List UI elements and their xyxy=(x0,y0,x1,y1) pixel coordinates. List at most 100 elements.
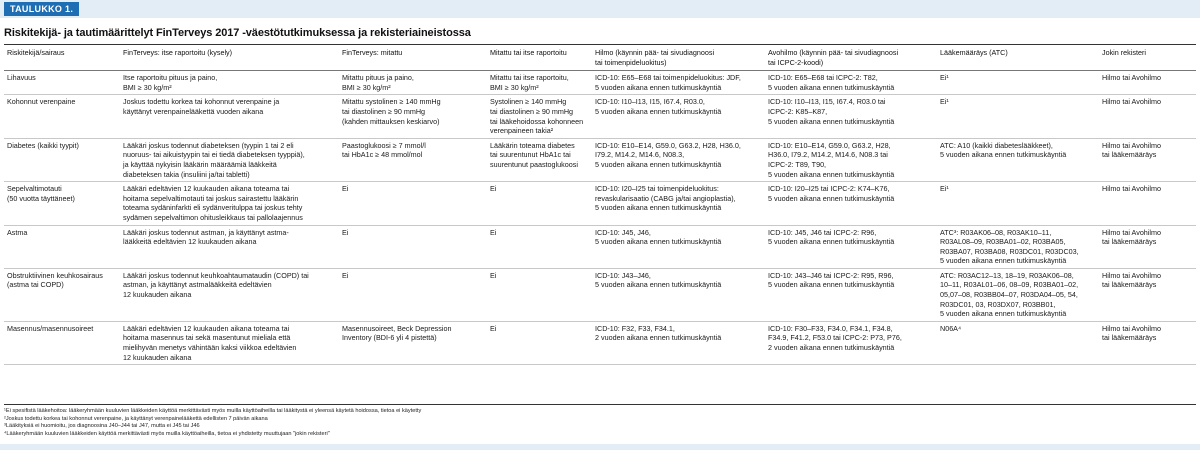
table-cell: Masennus/masennusoireet xyxy=(4,321,120,366)
cell-text: ATC³: R03AK06–08, R03AK10–11, R03AL08–09… xyxy=(940,227,1079,266)
column-header-text: Hilmo (käynnin pää- tai sivudiagnoosi ta… xyxy=(595,48,715,67)
column-header: Mitattu tai itse raportoitu xyxy=(487,43,592,72)
table-cell: Itse raportoitu pituus ja paino, BMI ≥ 3… xyxy=(120,70,339,96)
cell-text: ICD-10: I20–I25 tai toimenpideluokitus: … xyxy=(595,184,736,213)
cell-text: Hilmo tai Avohilmo xyxy=(1102,73,1161,83)
cell-text: ICD-10: J43–J46, 5 vuoden aikana ennen t… xyxy=(595,270,722,290)
table-cell: Lääkäri joskus todennut keuhkoahtaumatau… xyxy=(120,268,339,322)
cell-text: Hilmo tai Avohilmo xyxy=(1102,184,1161,194)
cell-text: Ei xyxy=(490,227,497,237)
table-cell: Ei xyxy=(487,225,592,269)
column-header: Jokin rekisteri xyxy=(1099,43,1196,72)
table-cell: Obstruktiivinen keuhkosairaus (astma tai… xyxy=(4,268,120,322)
table-row: Obstruktiivinen keuhkosairaus (astma tai… xyxy=(4,268,1196,322)
table-cell: Lääkäri joskus todennut diabeteksen (tyy… xyxy=(120,138,339,183)
cell-text: Astma xyxy=(7,227,28,237)
cell-text: Mitattu pituus ja paino, BMI ≥ 30 kg/m² xyxy=(342,73,414,92)
cell-text: Ei xyxy=(342,184,349,194)
cell-text: Lääkäri edeltävien 12 kuukauden aikana t… xyxy=(123,184,303,222)
table-cell: ATC: R03AC12–13, 18–19, R03AK06–08, 10–1… xyxy=(937,268,1099,322)
table-header-row: Riskitekijä/sairaus FinTerveys: itse rap… xyxy=(4,43,1196,72)
table-title: Riskitekijä- ja tautimäärittelyt FinTerv… xyxy=(4,27,471,39)
table-cell: Ei xyxy=(487,321,592,366)
table-row: Sepelvaltimotauti (50 vuotta täyttäneet)… xyxy=(4,181,1196,226)
cell-text: Hilmo tai Avohilmo tai lääkemääräys xyxy=(1102,227,1161,247)
table-cell: Kohonnut verenpaine xyxy=(4,94,120,139)
cell-text: Diabetes (kaikki tyypit) xyxy=(7,140,79,150)
column-header: Hilmo (käynnin pää- tai sivudiagnoosi ta… xyxy=(592,43,765,72)
cell-text: Hilmo tai Avohilmo tai lääkemääräys xyxy=(1102,140,1161,160)
cell-text: ICD-10: F30–F33, F34.0, F34.1, F34.8, F3… xyxy=(768,323,902,353)
table-cell: Diabetes (kaikki tyypit) xyxy=(4,138,120,183)
table-cell: ATC: A10 (kaikki diabeteslääkkeet), 5 vu… xyxy=(937,138,1099,183)
table-cell: ICD-10: E10–E14, G59.0, G63.2, H28, H36.… xyxy=(765,138,937,183)
footnote: ²Joskus todettu korkea tai kohonnut vere… xyxy=(4,415,268,422)
table-cell: Ei¹ xyxy=(937,94,1099,139)
column-header: FinTerveys: mitattu xyxy=(339,43,487,72)
table-cell: ICD-10: I20–I25 tai ICPC-2: K74–K76, 5 v… xyxy=(765,181,937,226)
cell-text: Lääkäri edeltävien 12 kuukauden aikana t… xyxy=(123,323,297,362)
table-cell: Ei¹ xyxy=(937,70,1099,96)
cell-text: Ei¹ xyxy=(940,97,949,107)
cell-text: Masennusoireet, Beck Depression Inventor… xyxy=(342,323,452,343)
table-cell: ICD-10: F32, F33, F34.1, 2 vuoden aikana… xyxy=(592,321,765,366)
table-cell: Hilmo tai Avohilmo xyxy=(1099,181,1196,226)
cell-text: ICD-10: E10–E14, G59.0, G63.2, H28, H36.… xyxy=(595,140,741,169)
table-row: Lihavuus Itse raportoitu pituus ja paino… xyxy=(4,70,1196,96)
cell-text: ICD-10: E65–E68 tai ICPC-2: T82, 5 vuode… xyxy=(768,73,895,92)
cell-text: ICD-10: F32, F33, F34.1, 2 vuoden aikana… xyxy=(595,323,722,343)
cell-text: ICD-10: J43–J46 tai ICPC-2: R95, R96, 5 … xyxy=(768,270,895,290)
table-cell: ICD-10: J43–J46 tai ICPC-2: R95, R96, 5 … xyxy=(765,268,937,322)
table-cell: Ei xyxy=(339,225,487,269)
cell-text: Hilmo tai Avohilmo tai lääkemääräys xyxy=(1102,270,1161,290)
cell-text: ICD-10: I10–I13, I15, I67.4, R03.0, 5 vu… xyxy=(595,97,722,116)
table-cell: Systolinen ≥ 140 mmHg tai diastolinen ≥ … xyxy=(487,94,592,139)
table-cell: Lihavuus xyxy=(4,70,120,96)
cell-text: Ei xyxy=(342,270,349,280)
cell-text: Itse raportoitu pituus ja paino, BMI ≥ 3… xyxy=(123,73,218,92)
cell-text: ICD-10: E10–E14, G59.0, G63.2, H28, H36.… xyxy=(768,140,895,179)
table-cell: Joskus todettu korkea tai kohonnut veren… xyxy=(120,94,339,139)
table-cell: Ei xyxy=(487,268,592,322)
table-cell: ICD-10: E65–E68 tai ICPC-2: T82, 5 vuode… xyxy=(765,70,937,96)
risk-factor-table: Riskitekijä/sairaus FinTerveys: itse rap… xyxy=(4,43,1196,366)
column-header-text: Avohilmo (käynnin pää- tai sivudiagnoosi… xyxy=(768,48,899,67)
cell-text: Hilmo tai Avohilmo xyxy=(1102,97,1161,107)
cell-text: ICD-10: I20–I25 tai ICPC-2: K74–K76, 5 v… xyxy=(768,184,895,203)
table-cell: ICD-10: E10–E14, G59.0, G63.2, H28, H36.… xyxy=(592,138,765,183)
table-cell: Lääkäri joskus todennut astman, ja käytt… xyxy=(120,225,339,269)
cell-text: ICD-10: J45, J46 tai ICPC-2: R96, 5 vuod… xyxy=(768,227,895,247)
table-number-tab: TAULUKKO 1. xyxy=(4,2,80,16)
table-cell: ICD-10: E65–E68 tai toimenpideluokitus: … xyxy=(592,70,765,96)
table-cell: Ei xyxy=(487,181,592,226)
table-cell: ICD-10: J45, J46 tai ICPC-2: R96, 5 vuod… xyxy=(765,225,937,269)
table-cell: Ei¹ xyxy=(937,181,1099,226)
table-row: Masennus/masennusoireet Lääkäri edeltävi… xyxy=(4,321,1196,366)
table-cell: N06A⁴ xyxy=(937,321,1099,366)
table-cell: Lääkärin toteama diabetes tai suurentunu… xyxy=(487,138,592,183)
table-cell: Lääkäri edeltävien 12 kuukauden aikana t… xyxy=(120,181,339,226)
cell-text: ATC: A10 (kaikki diabeteslääkkeet), 5 vu… xyxy=(940,140,1067,160)
cell-text: Ei¹ xyxy=(940,184,949,194)
table-cell: ICD-10: J43–J46, 5 vuoden aikana ennen t… xyxy=(592,268,765,322)
column-header: FinTerveys: itse raportoitu (kysely) xyxy=(120,43,339,72)
cell-text: Kohonnut verenpaine xyxy=(7,97,76,107)
cell-text: Ei¹ xyxy=(940,73,949,83)
table-cell: Ei xyxy=(339,268,487,322)
table-row: Kohonnut verenpaine Joskus todettu korke… xyxy=(4,94,1196,139)
cell-text: Hilmo tai Avohilmo tai lääkemääräys xyxy=(1102,323,1161,343)
cell-text: Mitattu tai itse raportoitu, BMI ≥ 30 kg… xyxy=(490,73,569,92)
cell-text: Sepelvaltimotauti (50 vuotta täyttäneet) xyxy=(7,184,75,203)
cell-text: Masennus/masennusoireet xyxy=(7,323,94,333)
table-cell: Paastoglukoosi ≥ 7 mmol/l tai HbA1c ≥ 48… xyxy=(339,138,487,183)
table-cell: Hilmo tai Avohilmo tai lääkemääräys xyxy=(1099,321,1196,366)
table-cell: ICD-10: J45, J46, 5 vuoden aikana ennen … xyxy=(592,225,765,269)
table-cell: ICD-10: F30–F33, F34.0, F34.1, F34.8, F3… xyxy=(765,321,937,366)
column-header: Riskitekijä/sairaus xyxy=(4,43,120,72)
table-cell: Lääkäri edeltävien 12 kuukauden aikana t… xyxy=(120,321,339,366)
table-cell: Hilmo tai Avohilmo xyxy=(1099,94,1196,139)
cell-text: Joskus todettu korkea tai kohonnut veren… xyxy=(123,97,280,116)
footnotes: ¹Ei spesifistä lääkehoitoa: lääkeryhmään… xyxy=(4,404,1196,438)
cell-text: ATC: R03AC12–13, 18–19, R03AK06–08, 10–1… xyxy=(940,270,1079,319)
table-cell: Astma xyxy=(4,225,120,269)
